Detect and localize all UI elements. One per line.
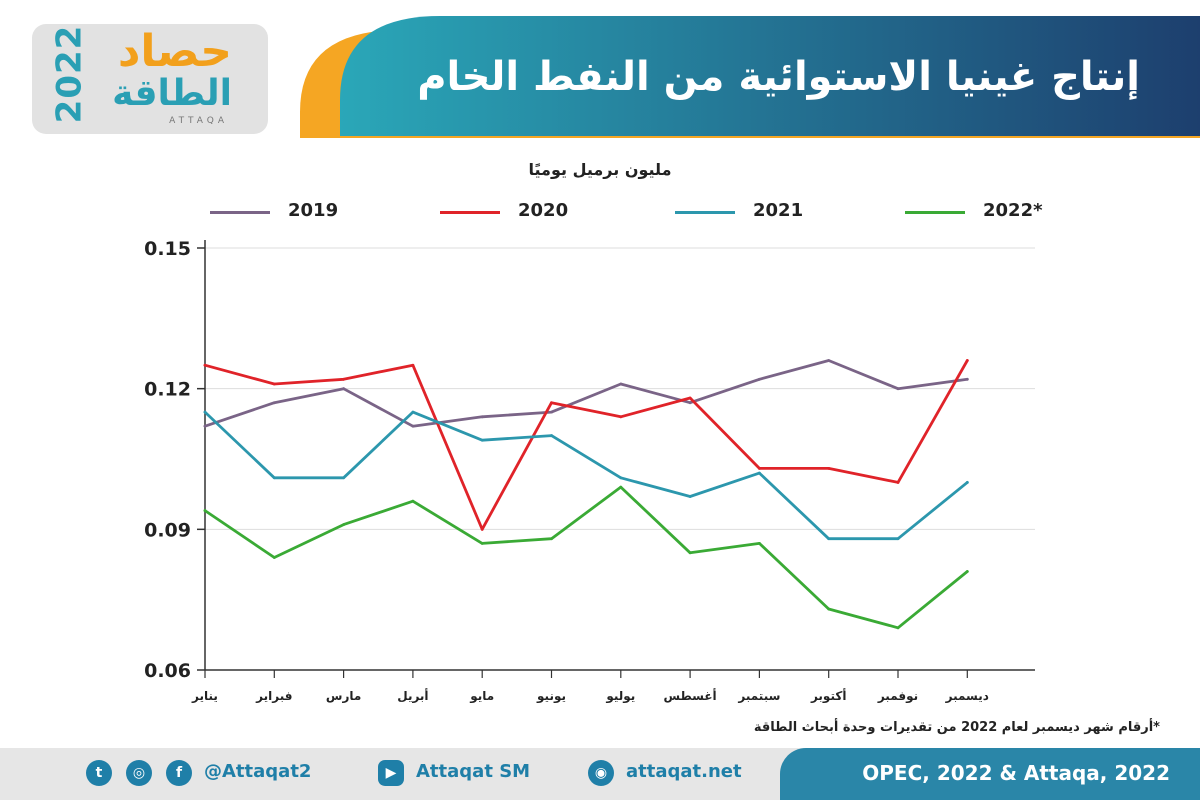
logo: 2022 حصاد الطاقة ATTAQA — [32, 24, 268, 134]
data-point — [550, 401, 553, 405]
x-tick-label: فبراير — [255, 689, 292, 703]
logo-sub-text: الطاقة — [112, 73, 232, 114]
data-point — [965, 359, 969, 362]
data-point — [619, 382, 623, 386]
x-tick-label: سبتمبر — [737, 689, 780, 703]
data-point — [480, 527, 484, 531]
legend-label-2019: 2019 — [288, 200, 339, 221]
youtube-icon[interactable]: ▶ — [378, 760, 404, 786]
logo-latin-text: ATTAQA — [169, 116, 228, 126]
data-point — [203, 424, 207, 428]
data-point — [619, 485, 623, 489]
series-line-2022 — [203, 485, 969, 630]
data-point — [827, 466, 831, 470]
data-point — [758, 377, 761, 381]
series-line-2019 — [203, 359, 969, 428]
data-point — [688, 396, 692, 400]
footnote: *أرقام شهر ديسمبر لعام 2022 من تقديرات و… — [753, 720, 1160, 735]
data-point — [272, 556, 276, 559]
legend-label-2022: 2022* — [983, 200, 1043, 221]
social-handle[interactable]: @Attaqat2 — [204, 761, 312, 782]
x-tick-label: يناير — [191, 689, 218, 703]
data-point — [550, 434, 553, 437]
data-point — [896, 387, 900, 391]
y-tick-label: 0.12 — [144, 379, 191, 401]
header-banner — [300, 16, 1200, 138]
data-point — [272, 401, 276, 405]
data-point — [827, 607, 831, 611]
data-point — [411, 499, 415, 503]
data-point — [480, 542, 484, 545]
data-point — [965, 377, 969, 381]
data-point — [619, 415, 623, 419]
x-tick-label: أكتوبر — [810, 688, 846, 704]
x-tick-label: مارس — [326, 689, 361, 703]
youtube-channel[interactable]: Attaqat SM — [416, 761, 531, 782]
series-line-2021 — [203, 410, 969, 541]
page-title: إنتاج غينيا الاستوائية من النفط الخام — [417, 54, 1140, 100]
legend-swatch-2019 — [210, 211, 270, 214]
y-tick-label: 0.15 — [144, 238, 191, 260]
x-tick-label: يوليو — [605, 689, 635, 704]
data-point — [203, 363, 207, 367]
twitter-icon[interactable]: t — [86, 760, 112, 786]
series-line-2020 — [203, 359, 969, 531]
data-point — [758, 466, 761, 470]
x-tick-label: أبريل — [397, 688, 428, 703]
data-point — [272, 382, 276, 386]
data-point — [342, 476, 345, 480]
x-tick-label: ديسمبر — [945, 689, 989, 703]
legend-swatch-2020 — [440, 211, 500, 214]
source-text: OPEC, 2022 & Attaqa, 2022 — [862, 761, 1170, 785]
data-point — [688, 495, 692, 498]
x-tick-label: مايو — [469, 689, 494, 704]
website-link[interactable]: attaqat.net — [626, 761, 742, 782]
data-point — [480, 415, 484, 419]
data-point — [758, 471, 761, 475]
data-point — [411, 424, 415, 428]
data-point — [342, 523, 345, 527]
x-tick-label: نوفمبر — [877, 689, 918, 704]
data-point — [550, 537, 553, 541]
legend-swatch-2021 — [675, 211, 735, 214]
data-point — [550, 410, 553, 414]
globe-icon[interactable]: ◉ — [588, 760, 614, 786]
data-point — [896, 481, 900, 484]
data-point — [411, 410, 415, 414]
y-tick-label: 0.09 — [144, 519, 191, 541]
legend-swatch-2022 — [905, 211, 965, 214]
data-point — [827, 537, 831, 541]
data-point — [411, 363, 415, 367]
data-point — [688, 401, 692, 405]
y-tick-label: 0.06 — [144, 660, 191, 682]
data-point — [203, 410, 207, 414]
instagram-icon[interactable]: ◎ — [126, 760, 152, 786]
data-point — [619, 476, 623, 480]
legend-label-2020: 2020 — [518, 200, 569, 221]
data-point — [827, 359, 831, 362]
facebook-icon[interactable]: f — [166, 760, 192, 786]
footer: t ◎ f @Attaqat2 ▶ Attaqat SM ◉ attaqat.n… — [0, 748, 1200, 800]
data-point — [965, 570, 969, 573]
data-point — [480, 438, 484, 442]
source-box: OPEC, 2022 & Attaqa, 2022 — [780, 748, 1200, 800]
x-tick-label: يونيو — [536, 689, 566, 704]
logo-main-text: حصاد — [117, 26, 232, 77]
data-point — [342, 387, 345, 391]
data-point — [203, 509, 207, 512]
y-axis-unit: مليون برميل يوميًا — [528, 160, 672, 179]
x-tick-label: أغسطس — [664, 688, 717, 703]
data-point — [758, 542, 761, 545]
data-point — [688, 551, 692, 555]
data-point — [896, 626, 900, 630]
data-point — [896, 537, 900, 541]
data-point — [965, 481, 969, 484]
legend-label-2021: 2021 — [753, 200, 804, 221]
data-point — [342, 377, 345, 381]
data-point — [272, 476, 276, 480]
